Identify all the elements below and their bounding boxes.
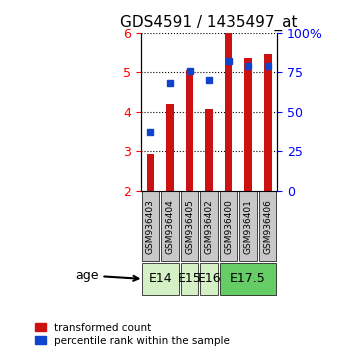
- Text: age: age: [75, 269, 138, 282]
- Text: E15: E15: [178, 273, 201, 285]
- Title: GDS4591 / 1435497_at: GDS4591 / 1435497_at: [120, 15, 298, 31]
- Text: E14: E14: [148, 273, 172, 285]
- Text: GSM936404: GSM936404: [166, 199, 174, 253]
- FancyBboxPatch shape: [200, 263, 218, 295]
- FancyBboxPatch shape: [142, 263, 179, 295]
- Bar: [186, 70, 193, 191]
- FancyBboxPatch shape: [142, 191, 159, 261]
- FancyBboxPatch shape: [220, 191, 237, 261]
- Legend: transformed count, percentile rank within the sample: transformed count, percentile rank withi…: [32, 319, 233, 349]
- FancyBboxPatch shape: [161, 191, 179, 261]
- Text: E17.5: E17.5: [230, 273, 266, 285]
- FancyBboxPatch shape: [200, 191, 218, 261]
- Bar: [225, 33, 233, 191]
- Text: GSM936406: GSM936406: [263, 199, 272, 253]
- Bar: [264, 54, 271, 191]
- FancyBboxPatch shape: [220, 263, 276, 295]
- Text: E16: E16: [197, 273, 221, 285]
- Bar: [244, 58, 252, 191]
- Bar: [147, 154, 154, 191]
- Text: GSM936405: GSM936405: [185, 199, 194, 253]
- FancyBboxPatch shape: [181, 263, 198, 295]
- FancyBboxPatch shape: [239, 191, 257, 261]
- Text: GSM936400: GSM936400: [224, 199, 233, 253]
- Text: GSM936401: GSM936401: [244, 199, 252, 253]
- Text: GSM936403: GSM936403: [146, 199, 155, 253]
- FancyBboxPatch shape: [259, 191, 276, 261]
- Bar: [205, 109, 213, 191]
- Bar: [166, 104, 174, 191]
- Text: GSM936402: GSM936402: [204, 199, 214, 253]
- FancyBboxPatch shape: [181, 191, 198, 261]
